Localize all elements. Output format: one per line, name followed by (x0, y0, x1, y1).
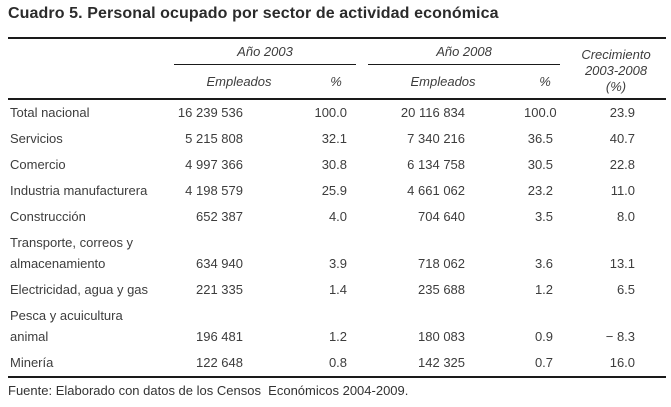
table-title: Cuadro 5. Personal ocupado por sector de… (8, 5, 499, 22)
group-label-2003: Año 2003 (174, 44, 357, 65)
empleados-2003-value: 652 387 (196, 209, 243, 224)
sector-label: Comercio (10, 157, 66, 172)
empty-corner-cell (8, 38, 168, 65)
empleados-2008-value: 718 062 (418, 256, 466, 271)
growth-value: 11.0 (610, 183, 636, 198)
group-label-2008: Año 2008 (368, 44, 561, 65)
sector-label: Pesca y acuicultura animal (10, 308, 123, 344)
table-row: Comercio 4 997 366 30.8 6 134 758 30.5 2… (8, 152, 666, 178)
growth-value: − 8.3 (605, 329, 636, 344)
table-body: Total nacional 16 239 536 100.0 20 116 8… (8, 99, 667, 377)
pct-2008-value: 0.7 (534, 355, 554, 370)
empleados-2003-value: 4 198 579 (185, 183, 243, 198)
empleados-2003-value: 122 648 (196, 355, 243, 370)
empleados-2003-value: 5 215 808 (185, 131, 243, 146)
table-row: Servicios 5 215 808 32.1 7 340 216 36.5 … (8, 126, 666, 152)
growth-value: 8.0 (616, 209, 636, 224)
sector-label: Transporte, correos y almacenamiento (10, 235, 134, 271)
growth-value: 22.8 (609, 157, 636, 172)
pct-2008-value: 36.5 (527, 131, 554, 146)
growth-value: 13.1 (609, 256, 636, 271)
pct-2008-value: 3.5 (534, 209, 554, 224)
table-row: Industria manufacturera 4 198 579 25.9 4… (8, 178, 666, 204)
empleados-2008-value: 704 640 (418, 209, 466, 224)
pct-2003-value: 32.1 (321, 131, 348, 146)
empleados-2008-value: 20 116 834 (400, 105, 466, 120)
empleados-2003-value: 221 335 (196, 282, 243, 297)
pct-2008-value: 1.2 (534, 282, 554, 297)
personnel-by-sector-table: Año 2003 Año 2008 Crecimiento 2003-2008 … (8, 37, 667, 378)
empleados-2008-value: 7 340 216 (407, 131, 466, 146)
table-row: Total nacional 16 239 536 100.0 20 116 8… (8, 99, 666, 126)
pct-2008-value: 23.2 (527, 183, 554, 198)
column-group-2003: Año 2003 (168, 38, 362, 65)
pct-2008-value: 100.0 (524, 105, 557, 120)
pct-2003-value: 1.4 (328, 282, 348, 297)
table-row: Minería 122 648 0.8 142 325 0.7 16.0 (8, 350, 666, 377)
column-header-empleados-2008: Empleados (410, 74, 476, 89)
empleados-2008-value: 4 661 062 (407, 183, 466, 198)
empleados-2003-value: 634 940 (196, 256, 243, 271)
empleados-2003-value: 16 239 536 (177, 105, 243, 120)
pct-2003-value: 0.8 (328, 355, 348, 370)
pct-2008-value: 0.9 (534, 329, 554, 344)
column-header-empleados-2003: Empleados (206, 74, 272, 89)
group-header-row: Año 2003 Año 2008 Crecimiento 2003-2008 … (8, 38, 666, 94)
growth-value: 6.5 (616, 282, 636, 297)
empleados-2008-value: 235 688 (418, 282, 466, 297)
pct-2003-value: 30.8 (321, 157, 348, 172)
source-note: Fuente: Elaborado con datos de los Censo… (8, 383, 409, 398)
empleados-2003-value: 4 997 366 (185, 157, 243, 172)
column-header-pct-2003: % (330, 74, 342, 89)
empty-corner-cell (8, 65, 168, 99)
table-row: Construcción 652 387 4.0 704 640 3.5 8.0 (8, 204, 666, 230)
sector-label: Construcción (10, 209, 86, 224)
column-header-growth: Crecimiento 2003-2008 (%) (581, 46, 651, 94)
table-row: Pesca y acuicultura animal 196 481 1.2 1… (8, 303, 666, 350)
pct-2008-value: 3.6 (534, 256, 554, 271)
table-header: Año 2003 Año 2008 Crecimiento 2003-2008 … (8, 38, 667, 99)
sector-label: Industria manufacturera (10, 183, 148, 198)
subheader-row: Empleados % Empleados % (8, 65, 666, 99)
growth-value: 16.0 (609, 355, 636, 370)
pct-2003-value: 1.2 (328, 329, 348, 344)
growth-value: 40.7 (609, 131, 636, 146)
column-group-2008: Año 2008 (362, 38, 566, 65)
sector-label: Total nacional (10, 105, 90, 120)
pct-2003-value: 100.0 (314, 105, 348, 120)
empleados-2008-value: 180 083 (418, 329, 466, 344)
table-row: Electricidad, agua y gas 221 335 1.4 235… (8, 277, 666, 303)
pct-2003-value: 3.9 (328, 256, 348, 271)
empleados-2008-value: 6 134 758 (407, 157, 466, 172)
empleados-2003-value: 196 481 (196, 329, 243, 344)
sector-label: Minería (10, 355, 54, 370)
sector-label: Electricidad, agua y gas (10, 282, 149, 297)
table-row: Transporte, correos y almacenamiento 634… (8, 230, 666, 277)
pct-2008-value: 30.5 (527, 157, 554, 172)
empleados-2008-value: 142 325 (418, 355, 466, 370)
pct-2003-value: 4.0 (328, 209, 348, 224)
growth-value: 23.9 (609, 105, 636, 120)
pct-2003-value: 25.9 (321, 183, 348, 198)
column-header-pct-2008: % (539, 74, 551, 89)
sector-label: Servicios (10, 131, 63, 146)
